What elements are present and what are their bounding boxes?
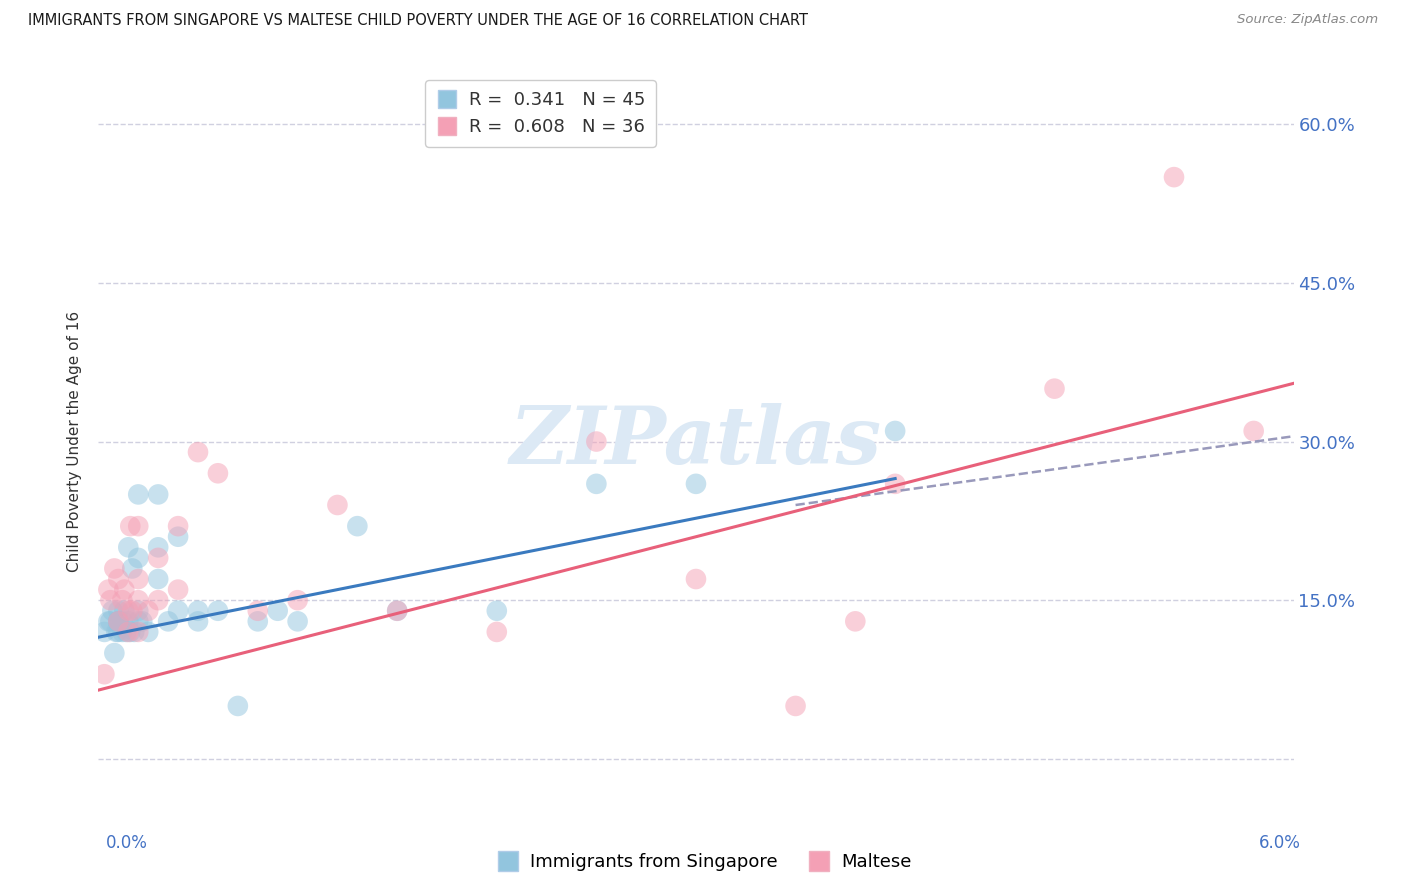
- Point: [117, 604, 139, 618]
- Point: [117, 541, 139, 555]
- Point: [98, 615, 122, 629]
- Point: [112, 582, 135, 597]
- Point: [884, 424, 907, 438]
- Point: [187, 615, 209, 629]
- Point: [1043, 382, 1066, 396]
- Point: [148, 487, 170, 501]
- Point: [127, 604, 149, 618]
- Text: 0.0%: 0.0%: [105, 834, 148, 852]
- Point: [187, 445, 209, 459]
- Text: 6.0%: 6.0%: [1258, 834, 1301, 852]
- Point: [148, 572, 170, 586]
- Point: [884, 476, 907, 491]
- Point: [148, 541, 170, 555]
- Point: [131, 615, 153, 629]
- Point: [136, 604, 159, 618]
- Y-axis label: Child Poverty Under the Age of 16: Child Poverty Under the Age of 16: [67, 311, 83, 572]
- Point: [107, 572, 129, 586]
- Point: [685, 572, 707, 586]
- Text: ZIPatlas: ZIPatlas: [510, 403, 882, 480]
- Point: [207, 467, 229, 481]
- Point: [246, 604, 269, 618]
- Point: [136, 624, 159, 639]
- Point: [385, 604, 409, 618]
- Point: [127, 615, 149, 629]
- Point: [167, 530, 190, 544]
- Point: [1243, 424, 1265, 438]
- Point: [127, 572, 149, 586]
- Point: [97, 582, 120, 597]
- Point: [117, 615, 139, 629]
- Point: [93, 667, 115, 681]
- Point: [346, 519, 368, 533]
- Point: [226, 698, 249, 713]
- Point: [127, 593, 149, 607]
- Point: [107, 615, 129, 629]
- Point: [97, 615, 120, 629]
- Point: [121, 561, 143, 575]
- Point: [115, 624, 138, 639]
- Point: [685, 476, 707, 491]
- Point: [287, 593, 309, 607]
- Point: [111, 624, 134, 639]
- Point: [101, 604, 124, 618]
- Point: [112, 604, 135, 618]
- Point: [844, 615, 866, 629]
- Text: IMMIGRANTS FROM SINGAPORE VS MALTESE CHILD POVERTY UNDER THE AGE OF 16 CORRELATI: IMMIGRANTS FROM SINGAPORE VS MALTESE CHI…: [28, 13, 808, 29]
- Point: [385, 604, 409, 618]
- Point: [120, 519, 142, 533]
- Point: [103, 561, 125, 575]
- Point: [485, 604, 508, 618]
- Point: [124, 624, 146, 639]
- Point: [485, 624, 508, 639]
- Point: [111, 593, 134, 607]
- Point: [246, 615, 269, 629]
- Point: [326, 498, 349, 512]
- Legend: Immigrants from Singapore, Maltese: Immigrants from Singapore, Maltese: [486, 847, 920, 879]
- Point: [148, 593, 170, 607]
- Point: [287, 615, 309, 629]
- Point: [107, 615, 129, 629]
- Point: [127, 550, 149, 565]
- Text: Source: ZipAtlas.com: Source: ZipAtlas.com: [1237, 13, 1378, 27]
- Point: [117, 624, 139, 639]
- Point: [585, 434, 607, 449]
- Point: [167, 604, 190, 618]
- Point: [267, 604, 290, 618]
- Point: [105, 624, 128, 639]
- Point: [107, 615, 129, 629]
- Point: [127, 624, 149, 639]
- Legend: R =  0.341   N = 45, R =  0.608   N = 36: R = 0.341 N = 45, R = 0.608 N = 36: [426, 80, 655, 147]
- Point: [127, 519, 149, 533]
- Point: [585, 476, 607, 491]
- Point: [107, 615, 129, 629]
- Point: [120, 624, 142, 639]
- Point: [107, 604, 129, 618]
- Point: [93, 624, 115, 639]
- Point: [98, 593, 122, 607]
- Point: [107, 624, 129, 639]
- Point: [148, 550, 170, 565]
- Point: [121, 604, 143, 618]
- Point: [127, 487, 149, 501]
- Point: [157, 615, 180, 629]
- Point: [167, 582, 190, 597]
- Point: [187, 604, 209, 618]
- Point: [1163, 170, 1185, 185]
- Point: [111, 615, 134, 629]
- Point: [167, 519, 190, 533]
- Point: [207, 604, 229, 618]
- Point: [103, 646, 125, 660]
- Point: [785, 698, 807, 713]
